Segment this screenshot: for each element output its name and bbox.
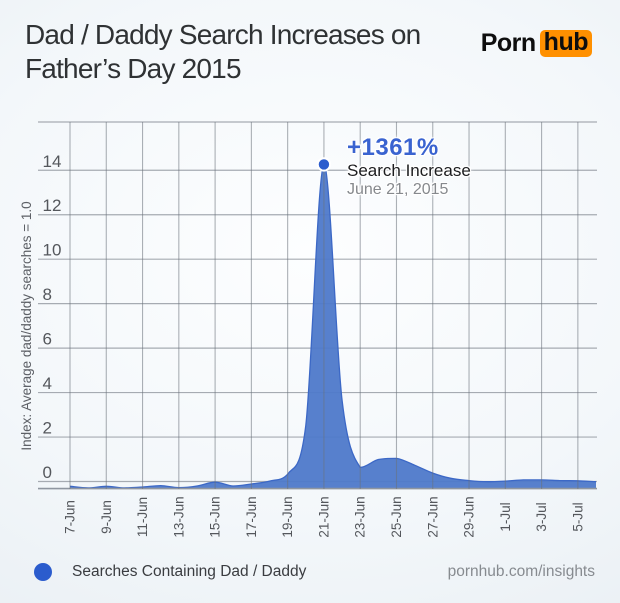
x-tick-label: 11-Jun <box>135 497 150 537</box>
y-tick-label: 12 <box>43 196 62 215</box>
y-tick-label: 4 <box>43 374 52 393</box>
x-tick-label: 17-Jun <box>244 496 259 537</box>
area-fill <box>70 164 596 489</box>
y-tick-label: 10 <box>43 241 62 260</box>
x-tick-label: 21-Jun <box>316 496 331 537</box>
annotation-percent: +1361% <box>347 134 439 161</box>
insights-link[interactable]: pornhub.com/insights <box>447 563 595 580</box>
y-tick-label: 2 <box>43 419 52 438</box>
x-tick-label: 29-Jun <box>462 496 477 537</box>
x-tick-label: 1-Jul <box>498 502 513 531</box>
annotation-label: Search Increase <box>347 161 471 180</box>
x-tick-label: 19-Jun <box>280 496 295 537</box>
x-tick-label: 13-Jun <box>171 496 186 537</box>
area-series <box>38 163 597 490</box>
legend-marker-dot <box>34 563 52 581</box>
peak-annotation: +1361% Search Increase June 21, 2015 <box>347 136 471 199</box>
y-tick-label: 14 <box>43 152 62 171</box>
x-tick-label: 25-Jun <box>389 496 404 537</box>
x-tick-label: 3-Jul <box>534 502 549 531</box>
x-tick-label: 7-Jun <box>63 500 78 534</box>
x-tick-label: 23-Jun <box>353 496 368 537</box>
x-tick-label: 15-Jun <box>208 496 223 537</box>
x-tick-label: 5-Jul <box>570 502 585 531</box>
pornhub-logo: Porn hub <box>481 29 592 58</box>
legend-label: Searches Containing Dad / Daddy <box>72 563 307 580</box>
vertical-gridlines <box>69 122 579 489</box>
y-tick-label: 0 <box>43 463 52 482</box>
y-tick-label: 8 <box>43 285 52 304</box>
page-title: Dad / Daddy Search Increases on Father’s… <box>25 19 421 84</box>
axis-and-labels: 7-Jun 9-Jun 11-Jun 13-Jun 15-Jun 17-Jun 19-Jun… <box>63 157 585 538</box>
x-tick-label: 9-Jun <box>99 500 114 534</box>
y-tick-label: 6 <box>43 330 52 349</box>
logo-text-porn: Porn <box>480 29 536 57</box>
y-axis-title: Index: Average dad/daddy searches = 1.0 <box>19 201 34 450</box>
series-line <box>69 163 597 489</box>
annotation-date: June 21, 2015 <box>347 181 449 198</box>
x-tick-label: 27-Jun <box>425 496 440 537</box>
peak-dot <box>316 157 332 172</box>
logo-text-hub: hub <box>539 30 592 57</box>
